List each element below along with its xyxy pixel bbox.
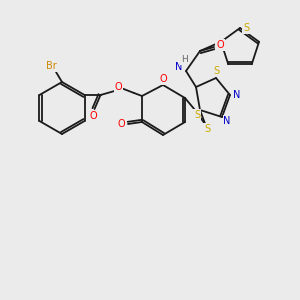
Text: N: N bbox=[175, 62, 183, 72]
Text: O: O bbox=[159, 74, 167, 84]
Text: H: H bbox=[181, 56, 188, 64]
Text: S: S bbox=[213, 66, 219, 76]
Text: S: S bbox=[243, 23, 249, 33]
Text: O: O bbox=[115, 82, 122, 92]
Text: O: O bbox=[216, 40, 224, 50]
Text: N: N bbox=[223, 116, 231, 126]
Text: N: N bbox=[233, 90, 241, 100]
Text: O: O bbox=[115, 82, 122, 92]
Text: O: O bbox=[117, 119, 125, 129]
Text: S: S bbox=[204, 124, 210, 134]
Text: Br: Br bbox=[46, 61, 56, 71]
Text: S: S bbox=[194, 110, 200, 120]
Text: O: O bbox=[90, 111, 97, 121]
